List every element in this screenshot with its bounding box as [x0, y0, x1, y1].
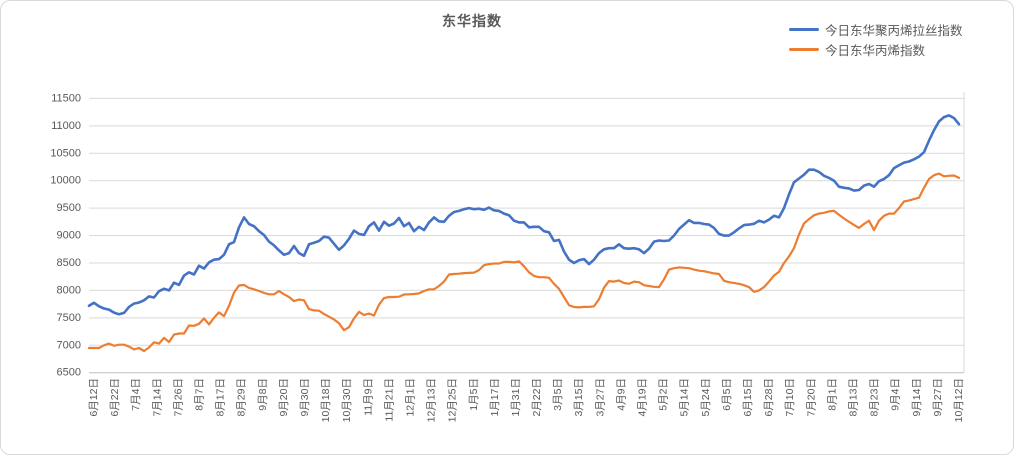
svg-text:9500: 9500 [57, 202, 81, 214]
x-tick-label: 2月22日 [531, 378, 543, 417]
x-tick-label: 6月22日 [109, 378, 121, 417]
svg-text:10000: 10000 [50, 175, 81, 187]
x-tick-label: 8月23日 [869, 378, 881, 417]
x-tick-label: 9月4日 [890, 378, 902, 411]
svg-text:11000: 11000 [51, 120, 81, 132]
x-tick-label: 3月5日 [552, 378, 564, 411]
chart-title: 东华指数 [442, 13, 502, 29]
chart-legend: 今日东华聚丙烯拉丝指数 今日东华丙烯指数 [789, 21, 963, 58]
x-tick-label: 9月30日 [299, 378, 311, 417]
x-tick-label: 8月13日 [848, 378, 860, 417]
x-tick-label: 9月8日 [257, 378, 269, 411]
svg-text:7500: 7500 [57, 312, 81, 324]
x-tick-label: 8月1日 [826, 378, 838, 411]
x-tick-label: 8月17日 [215, 378, 227, 417]
x-tick-label: 5月14日 [679, 378, 691, 417]
x-tick-label: 3月15日 [573, 378, 585, 417]
x-tick-label: 8月7日 [193, 378, 205, 411]
x-tick-label: 4月19日 [637, 378, 649, 417]
series1-line-swatch [789, 28, 819, 31]
x-tick-label: 7月20日 [805, 378, 817, 417]
legend-item-bingxi[interactable]: 今日东华丙烯指数 [789, 41, 963, 58]
svg-text:11500: 11500 [51, 92, 81, 104]
x-tick-label: 10月18日 [320, 378, 332, 422]
x-tick-label: 1月5日 [468, 378, 480, 411]
x-tick-label: 11月21日 [383, 378, 395, 422]
svg-text:8500: 8500 [57, 257, 81, 269]
x-tick-label: 6月5日 [721, 378, 733, 411]
x-tick-label: 12月13日 [426, 378, 438, 422]
x-tick-label: 1月17日 [489, 378, 501, 417]
x-tick-label: 9月20日 [278, 378, 290, 417]
x-tick-label: 7月10日 [784, 378, 796, 417]
x-tick-label: 5月24日 [700, 378, 712, 417]
svg-text:6500: 6500 [57, 367, 81, 379]
svg-text:7000: 7000 [57, 339, 81, 351]
legend-label-series1: 今日东华聚丙烯拉丝指数 [825, 24, 963, 38]
series-line-0 [87, 114, 961, 316]
legend-label-series2: 今日东华丙烯指数 [825, 44, 926, 58]
x-tick-label: 12月25日 [447, 378, 459, 422]
x-tick-label: 7月14日 [151, 378, 163, 417]
x-tick-label: 5月2日 [658, 378, 670, 411]
x-tick-label: 9月14日 [911, 378, 923, 417]
x-tick-label: 6月28日 [763, 378, 775, 417]
svg-text:10500: 10500 [50, 147, 81, 159]
x-tick-label: 9月27日 [932, 378, 944, 417]
x-tick-label: 7月4日 [130, 378, 142, 411]
x-tick-label: 8月29日 [236, 378, 248, 417]
x-tick-label: 12月1日 [404, 378, 416, 417]
x-tick-label: 1月31日 [510, 378, 522, 417]
x-tick-label: 6月12日 [88, 378, 100, 417]
x-tick-label: 11月9日 [362, 378, 374, 416]
x-tick-label: 6月15日 [742, 378, 754, 417]
x-tick-label: 10月30日 [341, 378, 353, 422]
svg-text:8000: 8000 [57, 284, 81, 296]
series-line-1 [87, 172, 961, 353]
svg-text:9000: 9000 [57, 230, 81, 242]
x-tick-label: 7月26日 [172, 378, 184, 417]
x-tick-label: 3月27日 [594, 378, 606, 417]
x-tick-label: 4月9日 [615, 378, 627, 411]
x-tick-label: 10月12日 [953, 378, 965, 422]
legend-item-pp-lasi[interactable]: 今日东华聚丙烯拉丝指数 [789, 21, 963, 38]
series2-line-swatch [789, 48, 819, 51]
